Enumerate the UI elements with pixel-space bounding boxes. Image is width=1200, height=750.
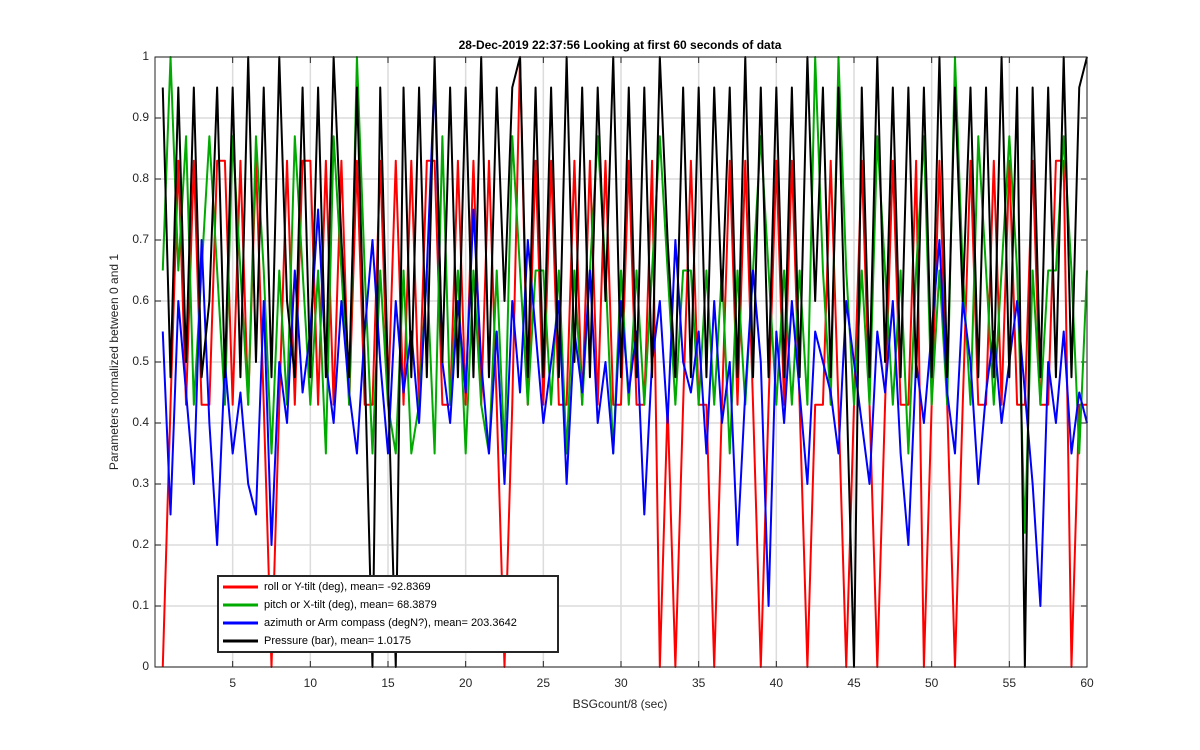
x-tick-label: 50 [925,676,939,690]
x-tick-label: 55 [1003,676,1017,690]
data-line [161,56,1088,668]
y-tick-label: 0 [142,659,149,673]
x-tick-label: 20 [459,676,473,690]
chart-title: 28-Dec-2019 22:37:56 Looking at first 60… [459,38,782,52]
x-tick-label: 35 [692,676,706,690]
x-axis-label: BSGcount/8 (sec) [573,697,668,711]
x-tick-label: 30 [614,676,628,690]
y-tick-label: 0.4 [132,415,149,429]
y-tick-label: 0.3 [132,476,149,490]
x-tick-label: 40 [770,676,784,690]
x-tick-label: 5 [229,676,236,690]
axes-box [154,56,1088,668]
x-tick-label: 10 [304,676,318,690]
legend-box [217,575,559,653]
y-tick-label: 0.1 [132,598,149,612]
y-tick-label: 0.8 [132,171,149,185]
x-tick-label: 15 [381,676,395,690]
y-tick-label: 0.2 [132,537,149,551]
y-tick-label: 0.9 [132,110,149,124]
x-tick-label: 60 [1080,676,1094,690]
y-axis-label: Parameters normalized between 0 and 1 [107,254,121,470]
y-tick-label: 0.7 [132,232,149,246]
x-tick-label: 25 [537,676,551,690]
x-tick-label: 45 [847,676,861,690]
legend-label: roll or Y-tilt (deg), mean= -92.8369 [264,581,431,593]
legend-label: pitch or X-tilt (deg), mean= 68.3879 [264,599,437,611]
y-tick-label: 1 [142,49,149,63]
y-tick-label: 0.5 [132,354,149,368]
legend-label: azimuth or Arm compass (degN?), mean= 20… [264,617,517,629]
y-tick-label: 0.6 [132,293,149,307]
legend: roll or Y-tilt (deg), mean= -92.8369 pitc… [217,575,559,653]
legend-label: Pressure (bar), mean= 1.0175 [264,635,411,647]
